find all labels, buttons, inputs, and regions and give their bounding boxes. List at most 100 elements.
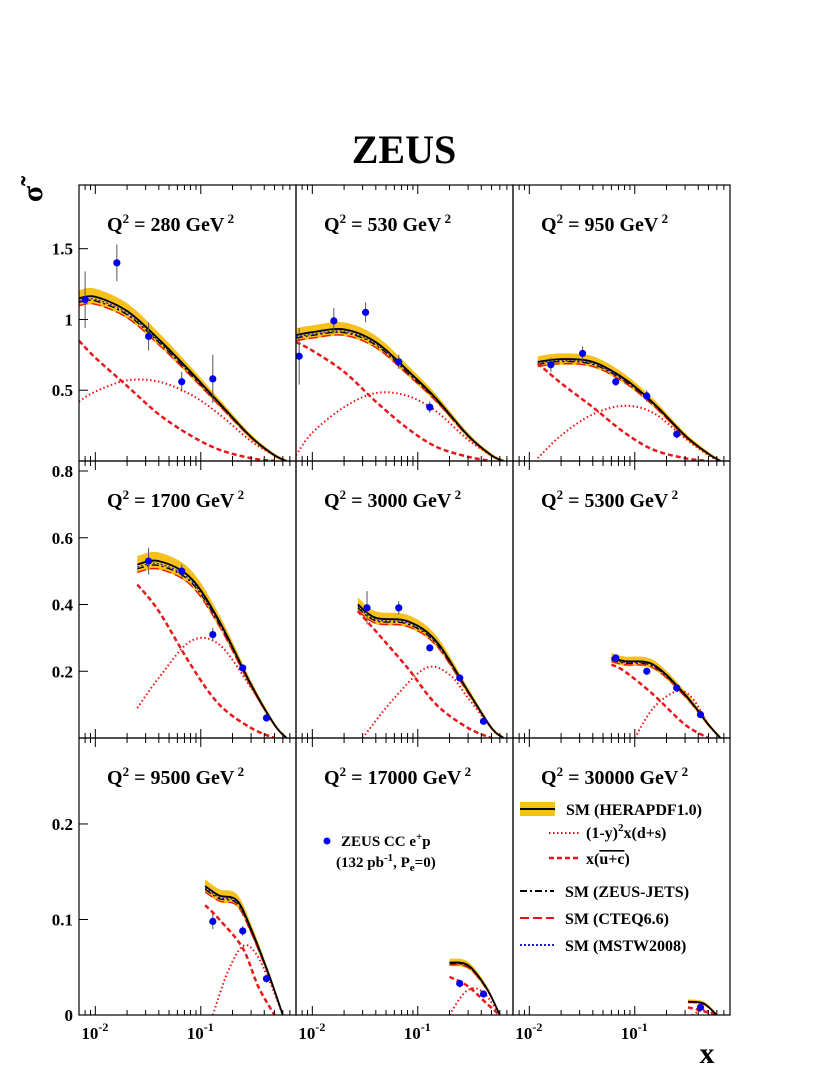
- mstw-curve: [537, 359, 721, 461]
- ds-curve: [633, 689, 722, 738]
- panel-plot-area: [536, 346, 721, 461]
- uc-curve: [356, 610, 492, 738]
- panel-q2-3000: Q2 = 3000 GeV 2: [295, 460, 514, 739]
- zeus-jets-curve: [137, 564, 287, 738]
- zeus-jets-curve: [79, 299, 287, 461]
- data-point: [696, 1003, 705, 1011]
- cteq-curve: [449, 964, 501, 1015]
- data-point: [262, 975, 271, 983]
- data-point: [262, 714, 271, 722]
- herapdf-central-curve: [137, 559, 288, 738]
- uc-curve: [687, 1006, 718, 1015]
- data-point: [330, 317, 338, 325]
- mstw-curve: [137, 562, 287, 738]
- data-point: [239, 927, 247, 935]
- legend-herapdf-label: SM (HERAPDF1.0): [566, 802, 702, 819]
- data-point: [296, 352, 303, 360]
- panel-plot-area: [610, 653, 722, 738]
- panels-layer: Q2 = 280 GeV 2 0.5 1 1.5 Q2 = 530 GeV 2 Q2 = …: [52, 184, 731, 1043]
- ds-curve: [79, 378, 287, 461]
- panel-plot-area: [356, 591, 505, 738]
- herapdf-central-curve: [449, 961, 501, 1015]
- herapdf-central-curve: [687, 1000, 718, 1015]
- uc-curve: [79, 339, 275, 461]
- data-point: [363, 604, 371, 612]
- mstw-curve: [357, 605, 504, 738]
- data-point: [81, 296, 89, 304]
- data-point: [209, 630, 217, 639]
- uc-curve: [448, 975, 501, 1015]
- panel-plot-area: [204, 879, 284, 1015]
- ds-curve: [691, 1009, 718, 1015]
- data-point: [643, 667, 651, 675]
- x-tick-label: 10-1: [404, 1020, 431, 1043]
- legend-entry-mstw: SM (MSTW2008): [520, 938, 686, 955]
- panel-q2-9500: Q2 = 9500 GeV 2: [78, 737, 297, 1016]
- x-axis-label: x: [700, 1037, 715, 1070]
- herapdf-band: [79, 287, 287, 461]
- x-tick-label: 10-1: [187, 1020, 214, 1043]
- herapdf-band: [688, 999, 717, 1015]
- data-point: [578, 349, 587, 358]
- data-point: [113, 259, 121, 267]
- legend-data-marker: [323, 837, 331, 845]
- panel-q2-label: Q2 = 280 GeV 2: [107, 211, 234, 236]
- legend-cteq-label: SM (CTEQ6.6): [565, 911, 669, 928]
- panel-q2-label: Q2 = 1700 GeV 2: [107, 487, 244, 512]
- data-point: [612, 378, 620, 386]
- zeus-jets-curve: [537, 360, 721, 461]
- ds-curve: [296, 391, 504, 461]
- herapdf-band: [296, 321, 504, 461]
- panel-plot-area: [687, 999, 718, 1015]
- panel-q2-label: Q2 = 3000 GeV 2: [324, 487, 461, 512]
- data-point: [178, 378, 186, 386]
- data-point: [426, 403, 434, 411]
- data-point: [673, 684, 681, 692]
- data-point: [612, 654, 620, 662]
- herapdf-central-curve: [296, 328, 504, 461]
- data-point: [361, 308, 370, 316]
- x-tick-label: 10-1: [621, 1020, 648, 1043]
- y-tick-label: 0.5: [52, 381, 73, 400]
- data-point: [178, 567, 186, 575]
- data-point: [456, 979, 464, 988]
- panel-frame: [512, 737, 731, 1016]
- data-point: [479, 717, 488, 725]
- legend-entry-ds: (1-y)2x(d+s): [549, 822, 666, 842]
- data-point: [239, 664, 247, 672]
- herapdf-central-curve: [537, 358, 721, 461]
- y-tick-label: 0.2: [52, 815, 73, 834]
- panel-q2-950: Q2 = 950 GeV 2: [512, 184, 731, 462]
- panel-plot-area: [79, 244, 287, 461]
- legend-entry-zeusjets: SM (ZEUS-JETS): [520, 884, 689, 901]
- data-point: [209, 375, 217, 383]
- legend-entry-cteq: SM (CTEQ6.6): [520, 911, 669, 928]
- legend-entry-herapdf: SM (HERAPDF1.0): [520, 802, 702, 819]
- cteq-curve: [137, 567, 287, 738]
- data-point: [547, 361, 555, 369]
- legend-data-entry: ZEUS CC e+p (132 pb-1, Pe=0): [323, 831, 436, 874]
- x-tick-label: 10-2: [81, 1020, 108, 1043]
- y-tick-label: 1.5: [52, 240, 73, 259]
- legend-data-line1: ZEUS CC e+p: [341, 831, 431, 850]
- panel-q2-label: Q2 = 30000 GeV 2: [541, 764, 688, 789]
- panel-q2-label: Q2 = 530 GeV 2: [324, 211, 451, 236]
- panel-q2-5300: Q2 = 5300 GeV 2: [512, 460, 731, 739]
- uc-curve: [610, 663, 710, 738]
- data-point: [673, 430, 681, 438]
- ds-curve: [537, 404, 721, 461]
- y-tick-label: 0.2: [52, 662, 73, 681]
- y-tick-label: 0: [65, 1006, 74, 1025]
- panel-q2-280: Q2 = 280 GeV 2: [78, 184, 297, 462]
- ds-curve: [211, 944, 284, 1015]
- x-tick-label: 10-2: [515, 1020, 542, 1043]
- herapdf-central-curve: [357, 603, 505, 738]
- panel-plot-area: [448, 958, 501, 1015]
- panel-q2-30000: Q2 = 30000 GeV 2: [512, 737, 731, 1016]
- data-point: [144, 332, 153, 341]
- y-tick-label: 0.6: [52, 529, 73, 548]
- legend-zeusjets-label: SM (ZEUS-JETS): [565, 884, 689, 901]
- herapdf-central-curve: [611, 657, 722, 738]
- data-point: [395, 358, 403, 366]
- legend-mstw-label: SM (MSTW2008): [565, 938, 686, 955]
